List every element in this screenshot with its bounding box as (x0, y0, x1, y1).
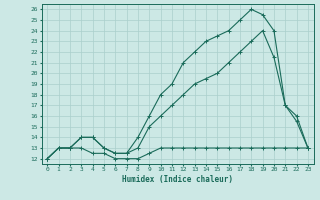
X-axis label: Humidex (Indice chaleur): Humidex (Indice chaleur) (122, 175, 233, 184)
